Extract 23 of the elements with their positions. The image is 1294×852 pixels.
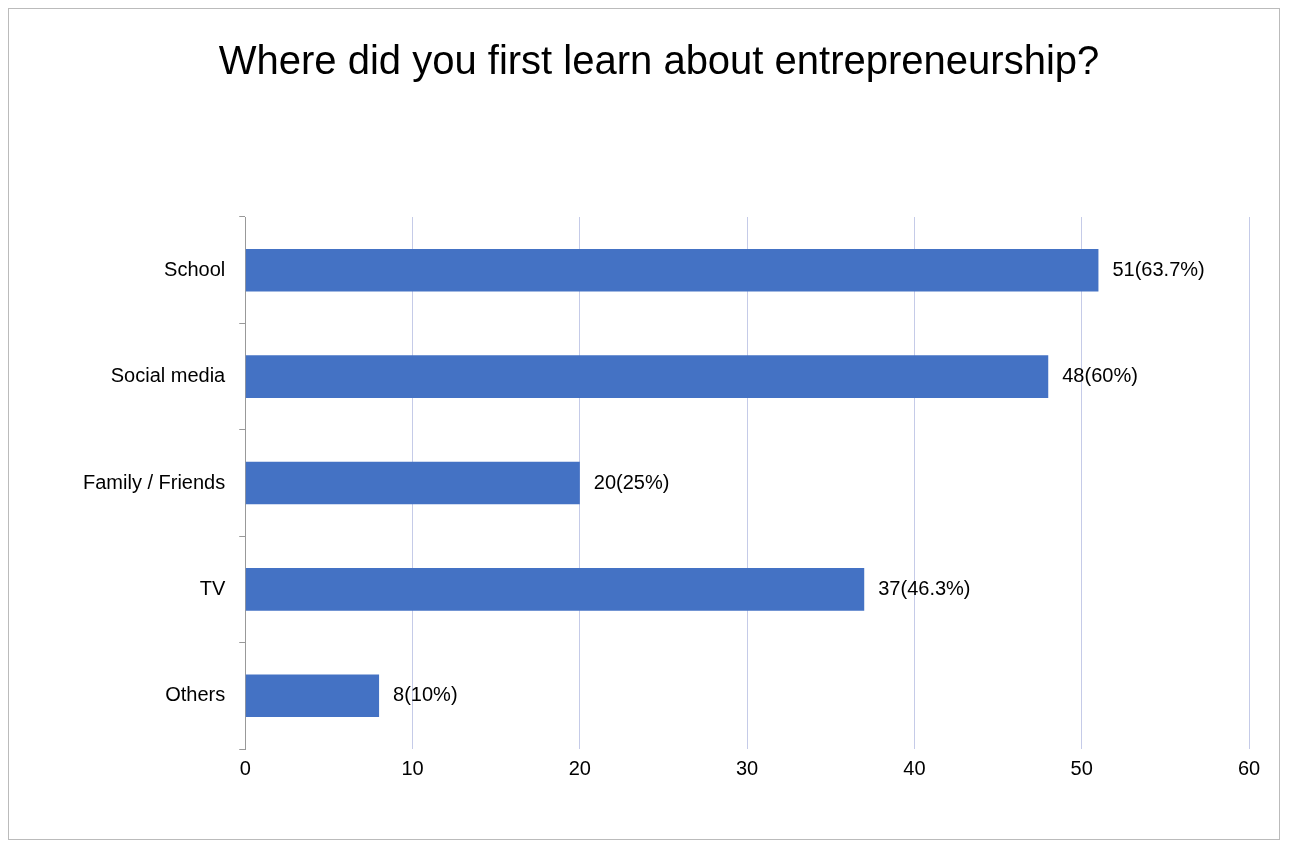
data-label: 20(25%) xyxy=(593,470,670,493)
x-tick-label: 0 xyxy=(239,756,251,779)
x-tick-label: 20 xyxy=(568,756,591,779)
bar xyxy=(245,674,380,718)
bar xyxy=(245,461,580,505)
bar xyxy=(245,355,1049,398)
y-tick-label: School xyxy=(164,257,226,280)
bar xyxy=(245,568,865,611)
chart-title: Where did you first learn about entrepreneurship? xyxy=(218,38,1100,83)
x-tick-label: 10 xyxy=(401,756,424,779)
y-tick-label: Others xyxy=(165,683,226,706)
y-tick-label: Social media xyxy=(110,364,227,387)
x-tick-label: 30 xyxy=(736,756,759,779)
y-tick-label: Family / Friends xyxy=(83,470,226,493)
data-label: 48(60%) xyxy=(1062,364,1138,387)
bar xyxy=(245,248,1099,292)
data-label: 51(63.7%) xyxy=(1112,257,1205,280)
y-tick-label: TV xyxy=(199,576,226,599)
data-label: 8(10%) xyxy=(393,683,458,706)
x-tick-label: 40 xyxy=(903,756,926,779)
data-label: 37(46.3%) xyxy=(878,576,971,599)
x-tick-label: 60 xyxy=(1237,756,1261,779)
x-tick-label: 50 xyxy=(1070,756,1093,779)
